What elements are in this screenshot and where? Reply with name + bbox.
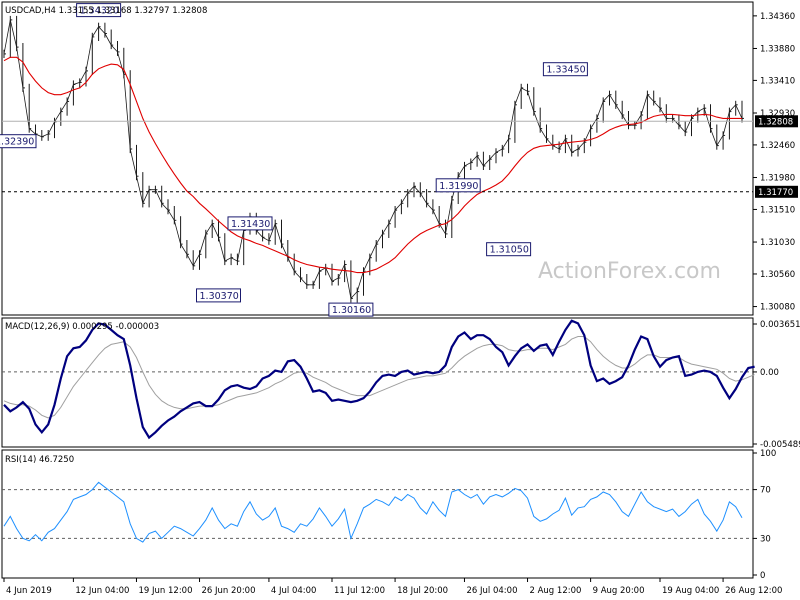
x-tick-label: 19 Aug 04:00 bbox=[662, 586, 719, 596]
x-tick-label: 4 Jun 2019 bbox=[6, 586, 52, 596]
price-tick-label: 1.32930 bbox=[760, 109, 795, 119]
rsi-panel bbox=[1, 449, 754, 579]
price-tick-label: 1.33410 bbox=[760, 76, 795, 86]
price-label-box bbox=[435, 178, 481, 193]
price-label: 1.32390 bbox=[0, 137, 34, 148]
x-tick-label: 9 Aug 20:00 bbox=[593, 586, 645, 596]
price-tick-label: 1.31030 bbox=[760, 238, 795, 248]
x-tick-label: 4 Jul 04:00 bbox=[271, 586, 317, 596]
price-label: 1.31430 bbox=[231, 219, 270, 230]
macd-layer bbox=[2, 319, 755, 440]
level-tag: 1.31770 bbox=[758, 188, 793, 198]
price-label: 1.31990 bbox=[439, 181, 478, 192]
rsi-layer bbox=[2, 481, 753, 543]
rsi-tick-label: 70 bbox=[760, 486, 771, 496]
price-label-box bbox=[542, 62, 588, 77]
price-label-box bbox=[196, 288, 241, 303]
x-tick-label: 2 Aug 12:00 bbox=[530, 586, 582, 596]
macd-tick-label: 0.00 bbox=[760, 368, 779, 378]
rsi-tick-label: 100 bbox=[760, 449, 776, 459]
current-price-tag: 1.32808 bbox=[758, 117, 793, 127]
price-tick-label: 1.30080 bbox=[760, 303, 795, 313]
rsi-line bbox=[3, 481, 743, 543]
price-label: 1.34320 bbox=[80, 6, 119, 17]
price-label: 1.30160 bbox=[332, 305, 371, 316]
price-label: 1.31050 bbox=[490, 245, 529, 256]
price-tick-label: 1.34360 bbox=[760, 12, 795, 22]
x-tick-label: 26 Jul 04:00 bbox=[467, 586, 518, 596]
price-label-box bbox=[486, 242, 532, 257]
price-label-box bbox=[328, 302, 374, 317]
level-tag-box bbox=[755, 185, 798, 198]
x-tick-label: 12 Jun 04:00 bbox=[75, 586, 129, 596]
rsi-tick-label: 30 bbox=[760, 534, 771, 544]
price-header: USDCAD,H4 1.33155 1.33168 1.32797 1.3280… bbox=[5, 6, 207, 16]
axis-layer: 1.34360 1.33880 1.33410 1.32930 1.32460 1.319… bbox=[3, 12, 800, 596]
rsi-header: RSI(14) 46.7250 bbox=[5, 455, 74, 465]
macd-signal-line bbox=[3, 336, 755, 419]
macd-main-line bbox=[3, 319, 755, 440]
macd-tick-label: -0.005489 bbox=[760, 440, 800, 450]
macd-header: MACD(12,26,9) 0.000295 -0.000003 bbox=[5, 322, 159, 332]
price-tick-label: 1.33880 bbox=[760, 45, 795, 55]
price-label: 1.30370 bbox=[200, 291, 239, 302]
price-label-box bbox=[0, 134, 37, 149]
price-panel bbox=[1, 1, 754, 316]
price-tick-label: 1.31510 bbox=[760, 205, 795, 215]
price-tick-label: 1.31980 bbox=[760, 174, 795, 184]
x-tick-label: 19 Jun 12:00 bbox=[139, 586, 193, 596]
moving-average-line bbox=[3, 56, 742, 274]
watermark: ActionForex.com bbox=[538, 259, 721, 284]
x-tick-label: 26 Aug 12:00 bbox=[725, 586, 782, 596]
x-tick-label: 26 Jun 20:00 bbox=[202, 586, 256, 596]
price-tick-label: 1.30560 bbox=[760, 270, 795, 280]
price-line bbox=[3, 19, 743, 300]
rsi-tick-label: 0 bbox=[760, 571, 765, 581]
price-label-box bbox=[76, 3, 122, 18]
price-label-box bbox=[227, 216, 273, 231]
x-tick-label: 18 Jul 20:00 bbox=[397, 586, 448, 596]
x-tick-label: 11 Jul 12:00 bbox=[334, 586, 385, 596]
macd-tick-label: 0.003651 bbox=[760, 320, 800, 330]
price-layer: 1.34320 1.32390 1.31430 1.30370 1.30160 1.319… bbox=[0, 3, 753, 317]
current-price-tag-box bbox=[755, 115, 798, 128]
price-tick-label: 1.32460 bbox=[760, 141, 795, 151]
price-label: 1.33450 bbox=[546, 65, 585, 76]
